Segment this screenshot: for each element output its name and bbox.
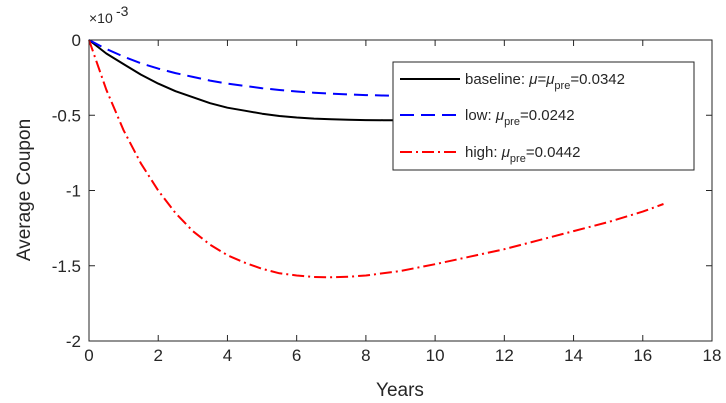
legend-entry-high-value: =0.0442 [526, 144, 581, 161]
legend-entry-baseline-mu: μ [528, 71, 537, 88]
y-exponent-base: ×10 [89, 10, 113, 26]
x-tick-label: 16 [633, 346, 652, 365]
x-tick-label: 4 [223, 346, 232, 365]
x-tick-label: 6 [292, 346, 301, 365]
legend-entry-high-prefix: high: [465, 144, 502, 161]
legend: baseline: μ=μpre=0.0342 low: μpre=0.0242… [392, 61, 695, 171]
x-axis-label: Years [376, 380, 424, 401]
series-line-high [88, 39, 664, 279]
ticks-layer: 0 2 4 6 8 10 12 14 16 18 0 -0.5 -1 -1.5 -2 [52, 31, 722, 365]
legend-entry-low-prefix: low: [465, 107, 496, 124]
y-axis-label: Average Coupon [14, 119, 35, 261]
legend-entry-baseline-sub: pre [554, 80, 570, 92]
y-exponent-value: -3 [116, 3, 129, 19]
legend-entry-high-mu: μ [501, 144, 510, 161]
series-line-baseline [88, 39, 436, 122]
y-tick-label: -1.5 [52, 257, 81, 276]
legend-entry-low: low: μpre=0.0242 [465, 107, 575, 128]
y-tick-label: -0.5 [52, 106, 81, 125]
legend-entry-baseline-prefix: baseline: [465, 71, 529, 88]
legend-entry-baseline-value: =0.0342 [570, 71, 625, 88]
legend-entry-high-sub: pre [510, 153, 526, 165]
x-tick-label: 8 [361, 346, 370, 365]
legend-entry-baseline-mu2: μ [545, 71, 554, 88]
x-tick-label: 12 [495, 346, 514, 365]
x-tick-label: 10 [426, 346, 445, 365]
y-tick-label: -1 [66, 182, 81, 201]
legend-entry-low-sub: pre [504, 116, 520, 128]
legend-entry-baseline-eq: = [537, 71, 546, 88]
x-tick-label: 18 [703, 346, 722, 365]
x-tick-label: 2 [153, 346, 162, 365]
x-tick-label: 14 [564, 346, 583, 365]
x-tick-label: 0 [84, 346, 93, 365]
legend-entry-low-mu: μ [495, 107, 504, 124]
legend-entry-high: high: μpre=0.0442 [465, 144, 580, 165]
series-layer [88, 39, 664, 279]
series-line-low [88, 39, 436, 98]
legend-entry-low-value: =0.0242 [520, 107, 575, 124]
legend-entry-baseline: baseline: μ=μpre=0.0342 [465, 71, 625, 92]
y-tick-label: 0 [72, 31, 81, 50]
y-tick-label: -2 [66, 332, 81, 351]
